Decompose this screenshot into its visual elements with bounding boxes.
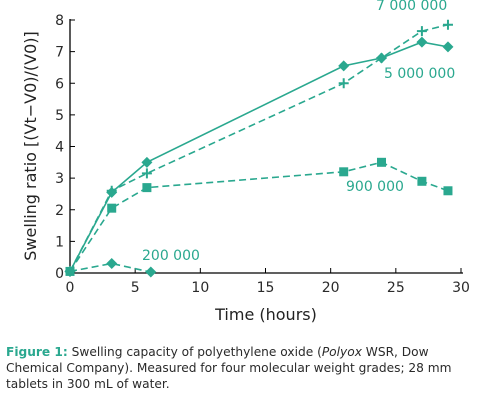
series-label-5000000: 5 000 000 — [384, 66, 455, 82]
series-line — [69, 262, 151, 273]
series-line — [69, 23, 449, 272]
point-diamond — [338, 60, 350, 72]
chart: 0 5 10 15 20 25 30 0 1 2 3 4 5 6 7 8 Time (hours) Swell… — [21, 0, 470, 324]
x-tick-label: 20 — [322, 280, 340, 296]
x-tick-label: 25 — [387, 280, 405, 296]
y-tick-label: 5 — [55, 108, 64, 124]
series-label-900000: 900 000 — [346, 179, 404, 195]
point-plus — [416, 26, 427, 37]
point-diamond — [416, 36, 428, 48]
point-square — [443, 186, 453, 196]
point-diamond — [375, 52, 387, 64]
point-square — [107, 203, 117, 213]
series-lines — [69, 23, 449, 273]
point-diamond — [106, 186, 118, 198]
point-square — [376, 157, 386, 167]
point-diamond — [145, 266, 157, 278]
y-tick-label: 6 — [55, 76, 64, 92]
point-plus — [442, 19, 453, 30]
x-tick-label: 0 — [66, 280, 75, 296]
point-square — [339, 167, 349, 177]
y-tick-label: 8 — [55, 13, 64, 29]
y-tick-label: 7 — [55, 45, 64, 61]
point-diamond — [442, 41, 454, 53]
series-label-200000: 200 000 — [142, 248, 200, 264]
y-tick-label: 1 — [55, 234, 64, 250]
point-plus — [338, 78, 349, 89]
point-diamond — [141, 156, 153, 168]
y-tick-label: 3 — [55, 171, 64, 187]
point-plus — [141, 168, 152, 179]
caption-text-2: WSR, Dow Chemical Company). Measured for… — [6, 345, 452, 391]
y-tick-label: 4 — [55, 140, 64, 156]
y-tick-label: 0 — [55, 266, 64, 282]
point-diamond — [64, 265, 76, 277]
series-markers — [64, 19, 454, 278]
figure-label: Figure 1: — [6, 345, 68, 359]
x-axis-label: Time (hours) — [214, 305, 317, 324]
figure-caption: Figure 1: Swelling capacity of polyethyl… — [6, 344, 482, 392]
caption-product-name: Polyox — [321, 345, 362, 359]
x-tick-label: 15 — [257, 280, 275, 296]
series-label-7000000: 7 000 000 — [376, 0, 447, 14]
caption-text-1: Swelling capacity of polyethylene oxide … — [67, 345, 322, 359]
tick-group: 0 5 10 15 20 25 30 0 1 2 3 4 5 6 7 8 — [55, 13, 470, 296]
y-axis-label: Swelling ratio [(Vt−V0)/(V0)] — [21, 31, 40, 261]
point-diamond — [106, 258, 118, 270]
x-tick-label: 30 — [452, 280, 470, 296]
point-square — [417, 176, 427, 186]
y-tick-label: 2 — [55, 203, 64, 219]
axes — [69, 19, 463, 274]
point-square — [142, 183, 152, 193]
x-tick-label: 10 — [191, 280, 209, 296]
x-tick-label: 5 — [131, 280, 140, 296]
